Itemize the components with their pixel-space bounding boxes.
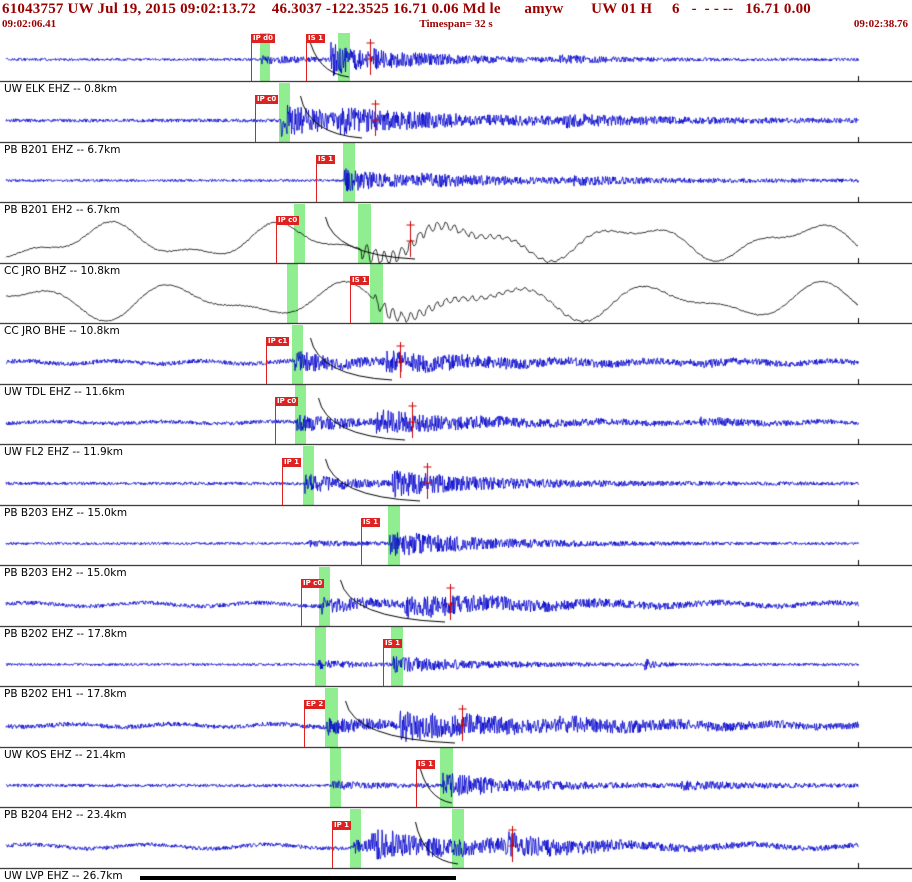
event-header: 61043757 UW Jul 19, 2015 09:02:13.72 46.… [0, 0, 912, 33]
pick-flag[interactable]: IP c0 [255, 94, 279, 142]
trace-station-label: PB B201 EH2 -- 6.7km [4, 204, 120, 216]
waveform-canvas[interactable] [0, 517, 912, 578]
pick-flag[interactable]: IP d0 [251, 34, 276, 81]
trace-row: UW LVP EHZ -- 26.7km IP 1 [0, 808, 912, 882]
trace-station-label: CC JRO BHZ -- 10.8km [4, 264, 121, 277]
waveform-canvas[interactable] [0, 396, 912, 457]
pick-flag[interactable]: IS 1 [416, 760, 435, 807]
pick-flag[interactable]: IS 1 [350, 276, 369, 323]
trace-row: CC JRO BHZ -- 10.8km IP c0 [0, 203, 912, 277]
trace-station-label: CC JRO BHE -- 10.8km [4, 325, 120, 337]
pick-flag[interactable]: IS 1 [383, 639, 402, 686]
window-end-time: 09:02:38.76 [853, 18, 908, 30]
trace-row: PB B203 EH2 -- 15.0km IS 1 [0, 506, 912, 579]
pick-flag[interactable]: IP c0 [276, 215, 300, 263]
trace-row: UW TDL EHZ -- 11.6km IP c1 [0, 324, 912, 398]
trace-row: PB B204 EH2 -- 23.4km IS 1 [0, 748, 912, 821]
pick-flag[interactable]: IP 1 [332, 820, 352, 868]
trace-list: UW ELK EHZ -- 0.8km IP d0 IS 1 PB B201 EH… [0, 33, 912, 882]
window-start-time: 09:02:06.41 [2, 18, 57, 30]
waveform-canvas[interactable] [0, 214, 912, 276]
trace-station-label: UW LVP EHZ -- 26.7km [4, 869, 123, 882]
trace-station-label: UW FL2 EHZ -- 11.9km [4, 446, 123, 458]
waveform-canvas[interactable] [0, 33, 912, 94]
waveform-canvas[interactable] [0, 93, 912, 155]
timespan-label: Timespan= 32 s [419, 18, 493, 30]
waveform-canvas[interactable] [0, 638, 912, 699]
pick-flag[interactable]: IS 1 [361, 518, 380, 565]
trace-row: PB B202 EH1 -- 17.8km IS 1 [0, 627, 912, 700]
waveform-canvas[interactable] [0, 819, 912, 881]
pick-flag[interactable]: IP c0 [301, 578, 325, 626]
trace-station-label: PB B203 EHZ -- 15.0km [4, 506, 128, 519]
pick-flag[interactable]: EP 2 [304, 699, 326, 747]
waveform-canvas[interactable] [0, 335, 912, 397]
waveform-canvas[interactable] [0, 456, 912, 518]
h-scrollbar-thumb[interactable] [140, 876, 456, 880]
trace-row: PB B203 EHZ -- 15.0km IP 1 [0, 445, 912, 519]
trace-station-label: UW KOS EHZ -- 21.4km [4, 748, 126, 761]
waveform-canvas[interactable] [0, 275, 912, 336]
pick-flag[interactable]: IP 1 [282, 457, 302, 505]
trace-row: UW KOS EHZ -- 21.4km EP 2 [0, 687, 912, 761]
pick-flag[interactable]: IP c0 [275, 397, 299, 444]
trace-station-label: PB B201 EHZ -- 6.7km [4, 143, 121, 156]
pick-flag[interactable]: IS 1 [306, 34, 325, 81]
trace-row: PB B201 EH2 -- 6.7km IS 1 [0, 143, 912, 216]
trace-row: PB B202 EHZ -- 17.8km IP c0 [0, 566, 912, 640]
pick-flag[interactable]: IS 1 [316, 155, 335, 202]
trace-station-label: PB B202 EHZ -- 17.8km [4, 627, 128, 640]
trace-row: PB B201 EHZ -- 6.7km IP c0 [0, 82, 912, 156]
trace-row: UW FL2 EHZ -- 11.9km IP c0 [0, 385, 912, 458]
trace-station-label: UW ELK EHZ -- 0.8km [4, 83, 118, 95]
waveform-canvas[interactable] [0, 577, 912, 639]
trace-row: CC JRO BHE -- 10.8km IS 1 [0, 264, 912, 337]
waveform-canvas[interactable] [0, 759, 912, 820]
trace-station-label: PB B203 EH2 -- 15.0km [4, 567, 127, 579]
trace-station-label: UW TDL EHZ -- 11.6km [4, 385, 125, 398]
trace-station-label: PB B204 EH2 -- 23.4km [4, 809, 127, 821]
trace-station-label: PB B202 EH1 -- 17.8km [4, 688, 127, 700]
event-summary-line: 61043757 UW Jul 19, 2015 09:02:13.72 46.… [2, 1, 811, 17]
pick-flag[interactable]: IP c1 [266, 336, 290, 384]
waveform-canvas[interactable] [0, 698, 912, 760]
waveform-canvas[interactable] [0, 154, 912, 215]
trace-row: UW ELK EHZ -- 0.8km IP d0 IS 1 [0, 33, 912, 95]
